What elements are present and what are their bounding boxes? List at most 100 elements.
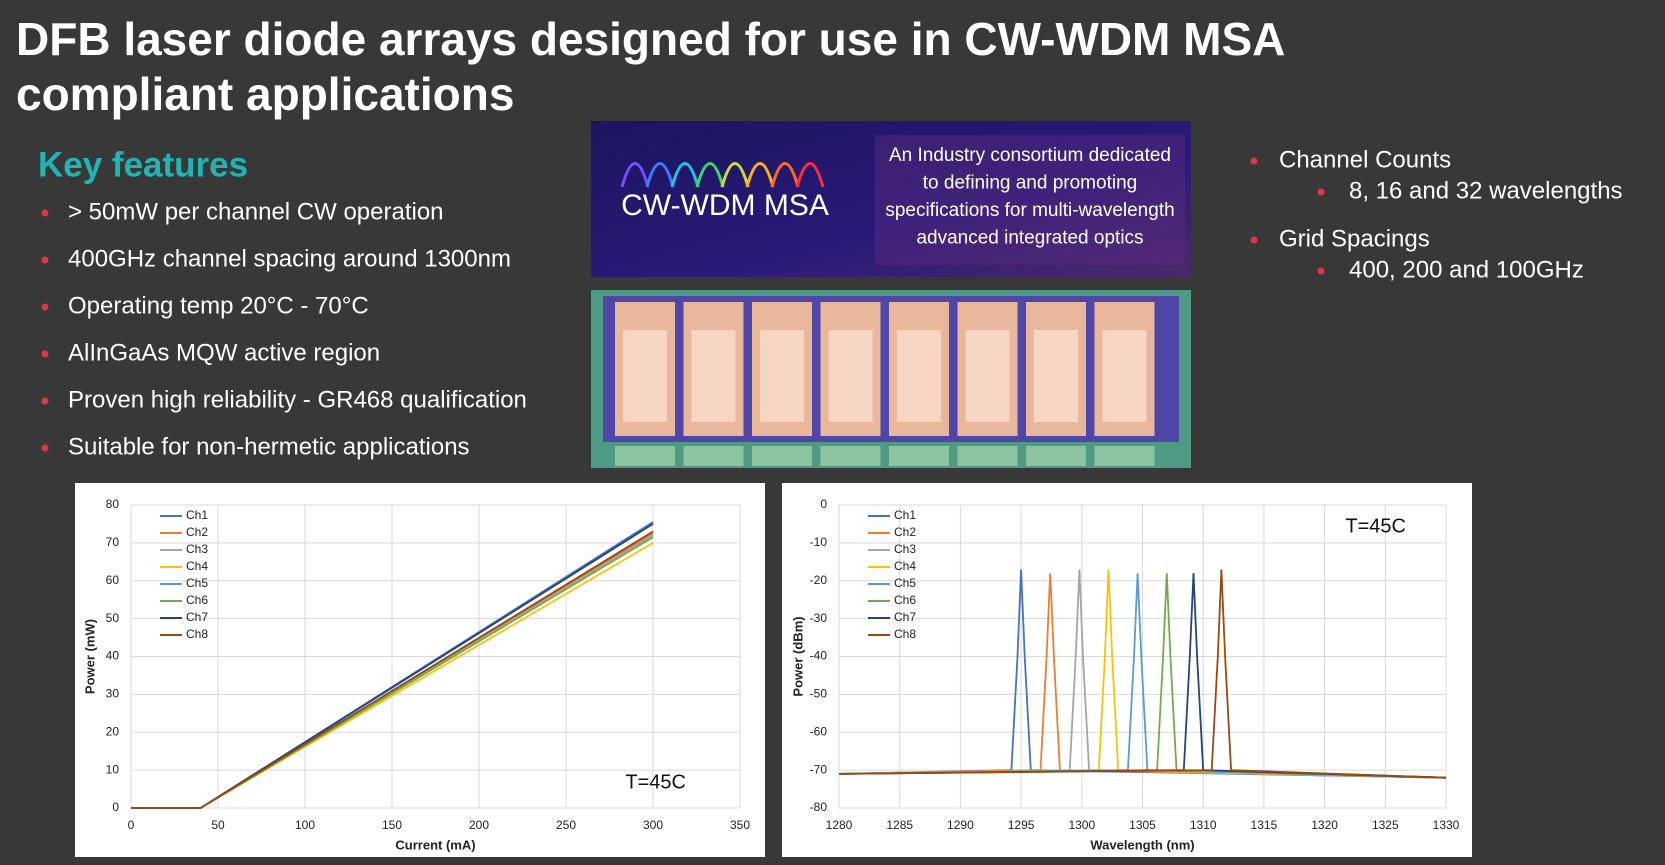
series-line [131, 530, 654, 809]
chip-pad-inner [828, 330, 873, 422]
features-heading: Key features [38, 145, 248, 184]
feature-item: Suitable for non-hermetic applications [68, 433, 470, 460]
legend-label: Ch5 [186, 576, 208, 590]
bullet [41, 256, 49, 264]
chip-bond-pad [683, 446, 744, 466]
bullet [41, 303, 49, 311]
feature-item: AlInGaAs MQW active region [68, 339, 380, 366]
legend-label: Ch3 [186, 542, 208, 556]
banner-text: specifications for multi-wavelength [885, 200, 1174, 221]
legend-label: Ch7 [894, 610, 916, 624]
x-tick-label: 1315 [1251, 818, 1278, 832]
legend-label: Ch4 [894, 559, 916, 573]
bullet [1250, 157, 1258, 165]
banner-logo: CW-WDM MSA [621, 189, 829, 222]
banner-panel [875, 135, 1185, 265]
legend-label: Ch6 [186, 593, 208, 607]
chart-annotation: T=45C [1345, 515, 1406, 537]
logo-wave [620, 162, 650, 188]
x-tick-label: 1295 [1008, 818, 1035, 832]
logo-waves [620, 162, 825, 188]
legend-label: Ch2 [894, 525, 916, 539]
legend-label: Ch8 [894, 627, 916, 641]
x-tick-label: 1290 [947, 818, 974, 832]
x-axis-title: Wavelength (nm) [1090, 837, 1194, 852]
logo-wave [670, 162, 700, 188]
y-axis-title: Power (dBm) [790, 616, 805, 696]
chip-pad-inner [965, 330, 1010, 422]
banner-text: advanced integrated optics [916, 228, 1143, 249]
series-line [838, 569, 1447, 779]
y-tick-label: 60 [106, 573, 120, 587]
legend-label: Ch5 [894, 576, 916, 590]
x-tick-label: 100 [295, 818, 315, 832]
legend-label: Ch1 [186, 508, 208, 522]
legend-label: Ch4 [186, 559, 208, 573]
x-tick-label: 350 [730, 818, 750, 832]
y-tick-label: 0 [820, 497, 827, 511]
y-tick-label: 10 [106, 762, 120, 776]
x-tick-label: 300 [643, 818, 663, 832]
x-axis-title: Current (mA) [395, 837, 475, 852]
banner-text: An Industry consortium dedicated [889, 145, 1171, 166]
chip-pad-inner [623, 330, 667, 422]
x-tick-label: 250 [556, 818, 576, 832]
y-tick-label: 30 [106, 687, 120, 701]
legend-label: Ch3 [894, 542, 916, 556]
y-tick-label: 70 [106, 535, 120, 549]
y-axis-title: Power (mW) [82, 619, 97, 694]
y-tick-label: -40 [810, 649, 828, 663]
y-tick-label: 0 [112, 800, 119, 814]
feature-item: Proven high reliability - GR468 qualific… [68, 386, 527, 413]
y-tick-label: -20 [810, 573, 828, 587]
legend-label: Ch6 [894, 593, 916, 607]
spec-item: Channel Counts [1279, 146, 1451, 173]
feature-item: > 50mW per channel CW operation [68, 198, 444, 225]
x-tick-label: 50 [211, 818, 225, 832]
bullet [41, 209, 49, 217]
y-tick-label: -50 [810, 687, 828, 701]
banner [591, 121, 1191, 277]
bullet [41, 350, 49, 358]
logo-wave [720, 162, 750, 188]
chip-bond-pad [889, 446, 949, 466]
bullet [41, 397, 49, 405]
chip-pad-inner [691, 330, 736, 422]
chip-bond-pad [957, 446, 1018, 466]
chip-bond-pad [820, 446, 881, 466]
chip-bond-pad [615, 446, 675, 466]
spec-item: Grid Spacings [1279, 225, 1430, 252]
spec-subitem: 400, 200 and 100GHz [1349, 256, 1584, 283]
chart-annotation: T=45C [625, 771, 686, 793]
chip-bond-pad [752, 446, 812, 466]
y-tick-label: 50 [106, 611, 120, 625]
chip-pad-inner [1034, 330, 1078, 422]
logo-wave [745, 162, 775, 188]
x-tick-label: 1320 [1311, 818, 1338, 832]
y-tick-label: -80 [810, 800, 828, 814]
legend-label: Ch2 [186, 525, 208, 539]
chart-panel [782, 483, 1472, 857]
chip-pad-inner [1102, 330, 1147, 422]
spec-subitem: 8, 16 and 32 wavelengths [1349, 177, 1623, 204]
x-tick-label: 200 [469, 818, 489, 832]
chip-bond-pad [1094, 446, 1155, 466]
y-tick-label: -70 [810, 762, 828, 776]
logo-wave [795, 162, 825, 188]
y-tick-label: 20 [106, 724, 120, 738]
bullet [1317, 188, 1325, 196]
chip-bond-pad [1026, 446, 1086, 466]
legend-label: Ch8 [186, 627, 208, 641]
y-tick-label: -10 [810, 535, 828, 549]
banner-text: to defining and promoting [923, 173, 1137, 194]
x-tick-label: 1310 [1190, 818, 1217, 832]
chip-pad-inner [760, 330, 804, 422]
x-tick-label: 150 [382, 818, 402, 832]
bullet [41, 444, 49, 452]
legend-label: Ch1 [894, 508, 916, 522]
x-tick-label: 0 [128, 818, 135, 832]
x-tick-label: 1280 [826, 818, 853, 832]
logo-wave [770, 162, 800, 188]
y-tick-label: 40 [106, 649, 120, 663]
